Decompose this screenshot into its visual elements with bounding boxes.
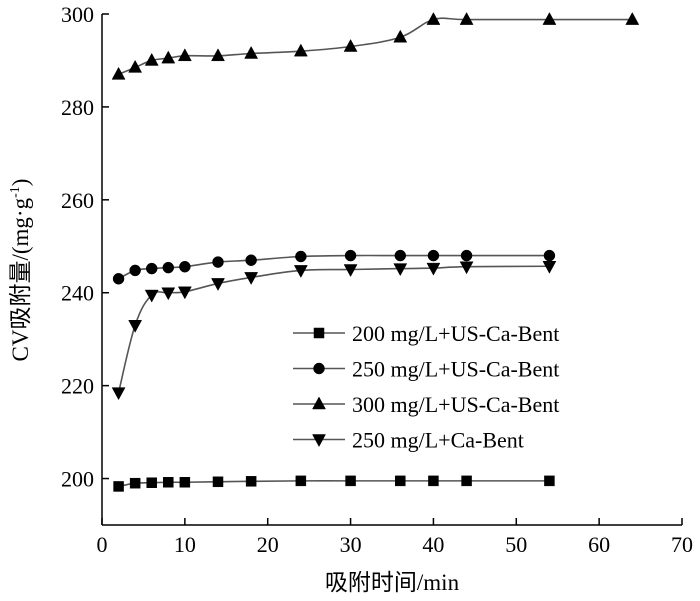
series-triangle-up <box>111 12 640 80</box>
data-point <box>244 45 259 59</box>
data-point <box>394 249 407 262</box>
data-point <box>426 262 441 276</box>
y-tick-label: 300 <box>61 2 94 27</box>
data-point <box>625 12 640 25</box>
legend-marker <box>313 327 325 339</box>
data-point <box>427 249 440 262</box>
data-point <box>162 261 175 274</box>
x-tick-label: 30 <box>340 532 362 557</box>
series-triangle-down <box>111 260 557 401</box>
data-point <box>426 12 441 25</box>
data-point <box>295 250 307 263</box>
data-point <box>343 38 358 52</box>
data-point <box>111 387 126 401</box>
y-tick-label: 260 <box>61 188 94 213</box>
data-point <box>344 249 357 262</box>
y-axis-title-sup: -1 <box>8 186 23 198</box>
data-point <box>395 475 406 487</box>
data-point <box>112 273 125 285</box>
legend-item: 250 mg/L+US-Ca-Bent <box>293 357 559 382</box>
data-point <box>461 475 472 487</box>
data-point <box>345 475 356 487</box>
data-point <box>211 278 225 291</box>
legend-label: 250 mg/L+US-Ca-Bent <box>352 357 559 382</box>
y-axis-title-main: CV吸附量/(mg·g <box>8 197 33 361</box>
data-point <box>177 48 192 62</box>
data-point <box>393 263 408 277</box>
data-point <box>111 66 126 80</box>
legend-label: 300 mg/L+US-Ca-Bent <box>352 392 559 417</box>
y-axis-title: CV吸附量/(mg·g-1) <box>8 179 33 362</box>
data-point <box>146 477 157 488</box>
data-point <box>128 319 143 333</box>
data-point <box>245 254 257 266</box>
data-point <box>293 265 308 278</box>
y-axis-title-end: ) <box>8 179 33 187</box>
series-circle <box>112 249 556 285</box>
y-tick-label: 200 <box>61 467 94 492</box>
data-point <box>161 287 176 301</box>
y-tick-label: 220 <box>61 374 94 399</box>
data-point <box>544 475 555 487</box>
x-ticks: 0 10 20 30 40 50 60 70 <box>97 518 693 557</box>
legend: 200 mg/L+US-Ca-Bent 250 mg/L+US-Ca-Bent 30… <box>293 321 559 453</box>
data-point <box>542 260 557 274</box>
data-point <box>460 249 473 262</box>
data-point <box>163 477 174 488</box>
data-point <box>211 48 225 62</box>
x-axis-title: 吸附时间/min <box>325 570 460 595</box>
legend-label: 200 mg/L+US-Ca-Bent <box>352 321 559 346</box>
legend-item: 200 mg/L+US-Ca-Bent <box>293 321 559 346</box>
x-tick-label: 50 <box>505 532 527 557</box>
legend-item: 250 mg/L+Ca-Bent <box>293 428 524 453</box>
data-point <box>145 262 158 275</box>
x-tick-label: 20 <box>257 532 279 557</box>
data-point <box>212 476 224 488</box>
data-point <box>244 272 259 285</box>
data-point <box>177 286 192 300</box>
x-tick-label: 60 <box>588 532 610 557</box>
y-ticks: 200 220 240 260 280 300 <box>61 2 109 492</box>
data-point <box>144 52 159 66</box>
data-point <box>161 50 176 64</box>
data-point <box>295 475 307 487</box>
y-tick-label: 280 <box>61 95 94 120</box>
data-point <box>428 475 439 487</box>
data-point <box>129 477 141 489</box>
x-tick-label: 40 <box>422 532 444 557</box>
series-line <box>118 17 633 76</box>
x-tick-label: 70 <box>671 532 693 557</box>
data-point <box>459 261 474 275</box>
series-layer <box>111 12 640 492</box>
data-point <box>179 477 191 488</box>
series-square <box>113 475 555 492</box>
data-point <box>113 481 124 492</box>
y-tick-label: 240 <box>61 281 94 306</box>
data-point <box>179 260 191 273</box>
x-tick-label: 10 <box>174 532 196 557</box>
axes <box>101 14 682 526</box>
x-tick-label: 0 <box>97 532 108 557</box>
data-point <box>542 12 557 25</box>
data-point <box>212 256 224 268</box>
data-point <box>393 29 408 43</box>
legend-item: 300 mg/L+US-Ca-Bent <box>293 392 559 417</box>
data-point <box>129 264 141 277</box>
legend-marker <box>313 362 325 375</box>
legend-marker <box>312 396 326 410</box>
data-point <box>543 249 556 262</box>
data-point <box>293 43 308 57</box>
legend-marker <box>312 434 326 448</box>
data-point <box>459 12 474 25</box>
data-point <box>128 59 143 73</box>
data-point <box>144 289 159 303</box>
legend-label: 250 mg/L+Ca-Bent <box>352 428 524 453</box>
data-point <box>343 264 358 278</box>
data-point <box>245 476 257 487</box>
